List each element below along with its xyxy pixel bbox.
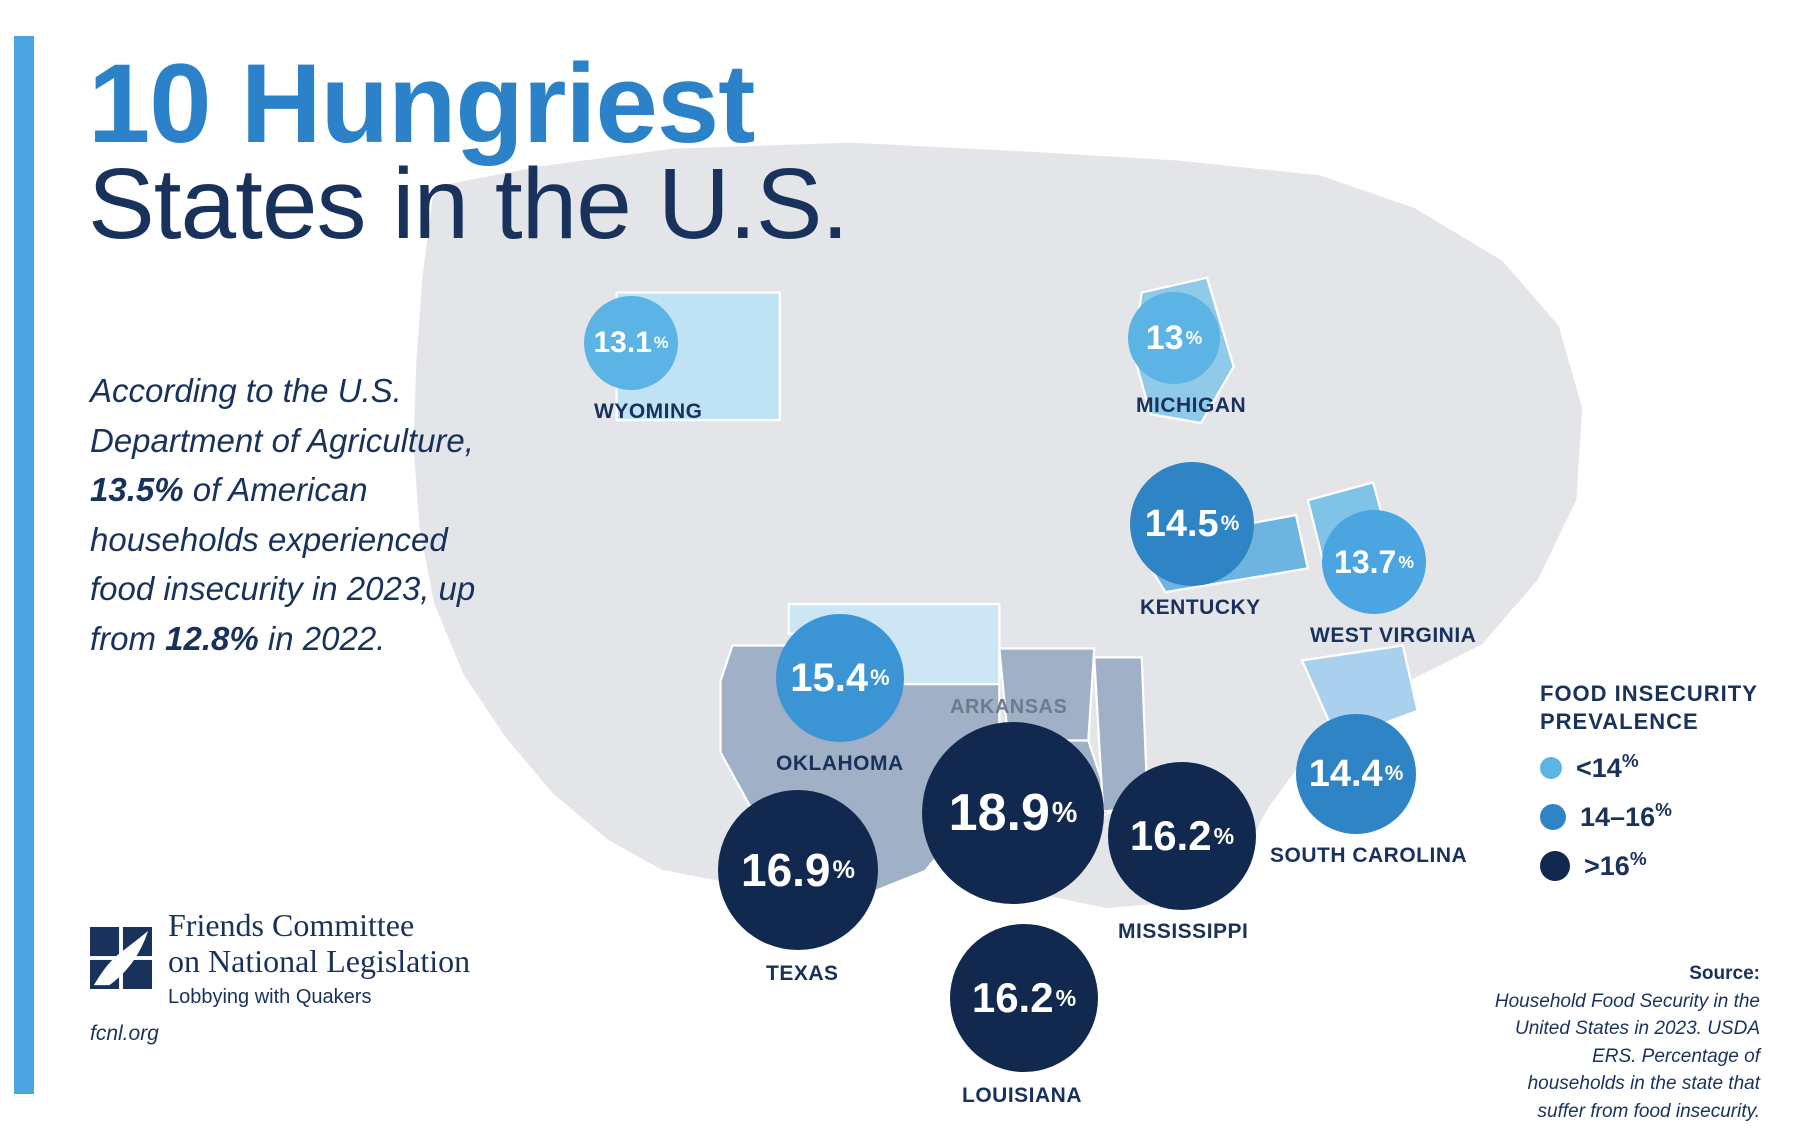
legend-label: 14–16% bbox=[1580, 800, 1672, 833]
title-line-1: 10 Hungriest bbox=[88, 48, 848, 160]
legend: FOOD INSECURITY PREVALENCE <14% 14–16% >16… bbox=[1540, 680, 1770, 882]
legend-dot bbox=[1540, 804, 1566, 830]
logo-name-1: Friends Committee bbox=[168, 908, 470, 944]
source-citation: Source: Household Food Security in the U… bbox=[1490, 960, 1760, 1125]
intro-paragraph: According to the U.S. Department of Agri… bbox=[90, 366, 520, 663]
bubble-oklahoma: 15.4% bbox=[776, 614, 904, 742]
title-line-2: States in the U.S. bbox=[88, 154, 848, 254]
state-label-michigan: MICHIGAN bbox=[1136, 394, 1246, 418]
fcnl-logo-text: Friends Committee on National Legislatio… bbox=[168, 908, 470, 1009]
bubble-mississippi: 16.2% bbox=[1108, 762, 1256, 910]
bubble-kentucky: 14.5% bbox=[1130, 462, 1254, 586]
state-label-arkansas: ARKANSAS bbox=[950, 696, 1067, 719]
legend-dot bbox=[1540, 757, 1562, 779]
left-accent-bar bbox=[14, 36, 34, 1094]
state-label-mississippi: MISSISSIPPI bbox=[1118, 920, 1248, 944]
logo-tagline: Lobbying with Quakers bbox=[168, 986, 470, 1009]
legend-title: FOOD INSECURITY PREVALENCE bbox=[1540, 680, 1770, 735]
state-label-west-virginia: WEST VIRGINIA bbox=[1310, 624, 1476, 648]
bubble-south-carolina: 14.4% bbox=[1296, 714, 1416, 834]
state-label-oklahoma: OKLAHOMA bbox=[776, 752, 904, 776]
infographic-canvas: 10 Hungriest States in the U.S. Accordin… bbox=[0, 0, 1800, 1130]
source-header: Source: bbox=[1689, 963, 1760, 984]
fcnl-logo-block: Friends Committee on National Legislatio… bbox=[90, 908, 470, 1009]
fcnl-logo-icon bbox=[90, 927, 152, 989]
bubble-arkansas: 18.9% bbox=[922, 722, 1104, 904]
source-body: Household Food Security in the United St… bbox=[1495, 991, 1760, 1122]
main-title: 10 Hungriest States in the U.S. bbox=[88, 48, 848, 254]
bubble-wyoming: 13.1% bbox=[584, 296, 678, 390]
state-label-texas: TEXAS bbox=[766, 962, 839, 986]
state-label-wyoming: WYOMING bbox=[594, 400, 703, 424]
legend-row: <14% bbox=[1540, 751, 1770, 784]
logo-url: fcnl.org bbox=[90, 1022, 159, 1046]
bubble-west-virginia: 13.7% bbox=[1322, 510, 1426, 614]
legend-dot bbox=[1540, 851, 1570, 881]
legend-items: <14% 14–16% >16% bbox=[1540, 751, 1770, 882]
legend-row: >16% bbox=[1540, 849, 1770, 882]
legend-label: >16% bbox=[1584, 849, 1647, 882]
state-label-louisiana: LOUISIANA bbox=[962, 1084, 1082, 1108]
state-label-kentucky: KENTUCKY bbox=[1140, 596, 1261, 620]
bubble-louisiana: 16.2% bbox=[950, 924, 1098, 1072]
logo-name-2: on National Legislation bbox=[168, 944, 470, 980]
legend-row: 14–16% bbox=[1540, 800, 1770, 833]
legend-label: <14% bbox=[1576, 751, 1639, 784]
bubble-texas: 16.9% bbox=[718, 790, 878, 950]
state-label-south-carolina: SOUTH CAROLINA bbox=[1270, 844, 1467, 868]
bubble-michigan: 13% bbox=[1128, 292, 1220, 384]
